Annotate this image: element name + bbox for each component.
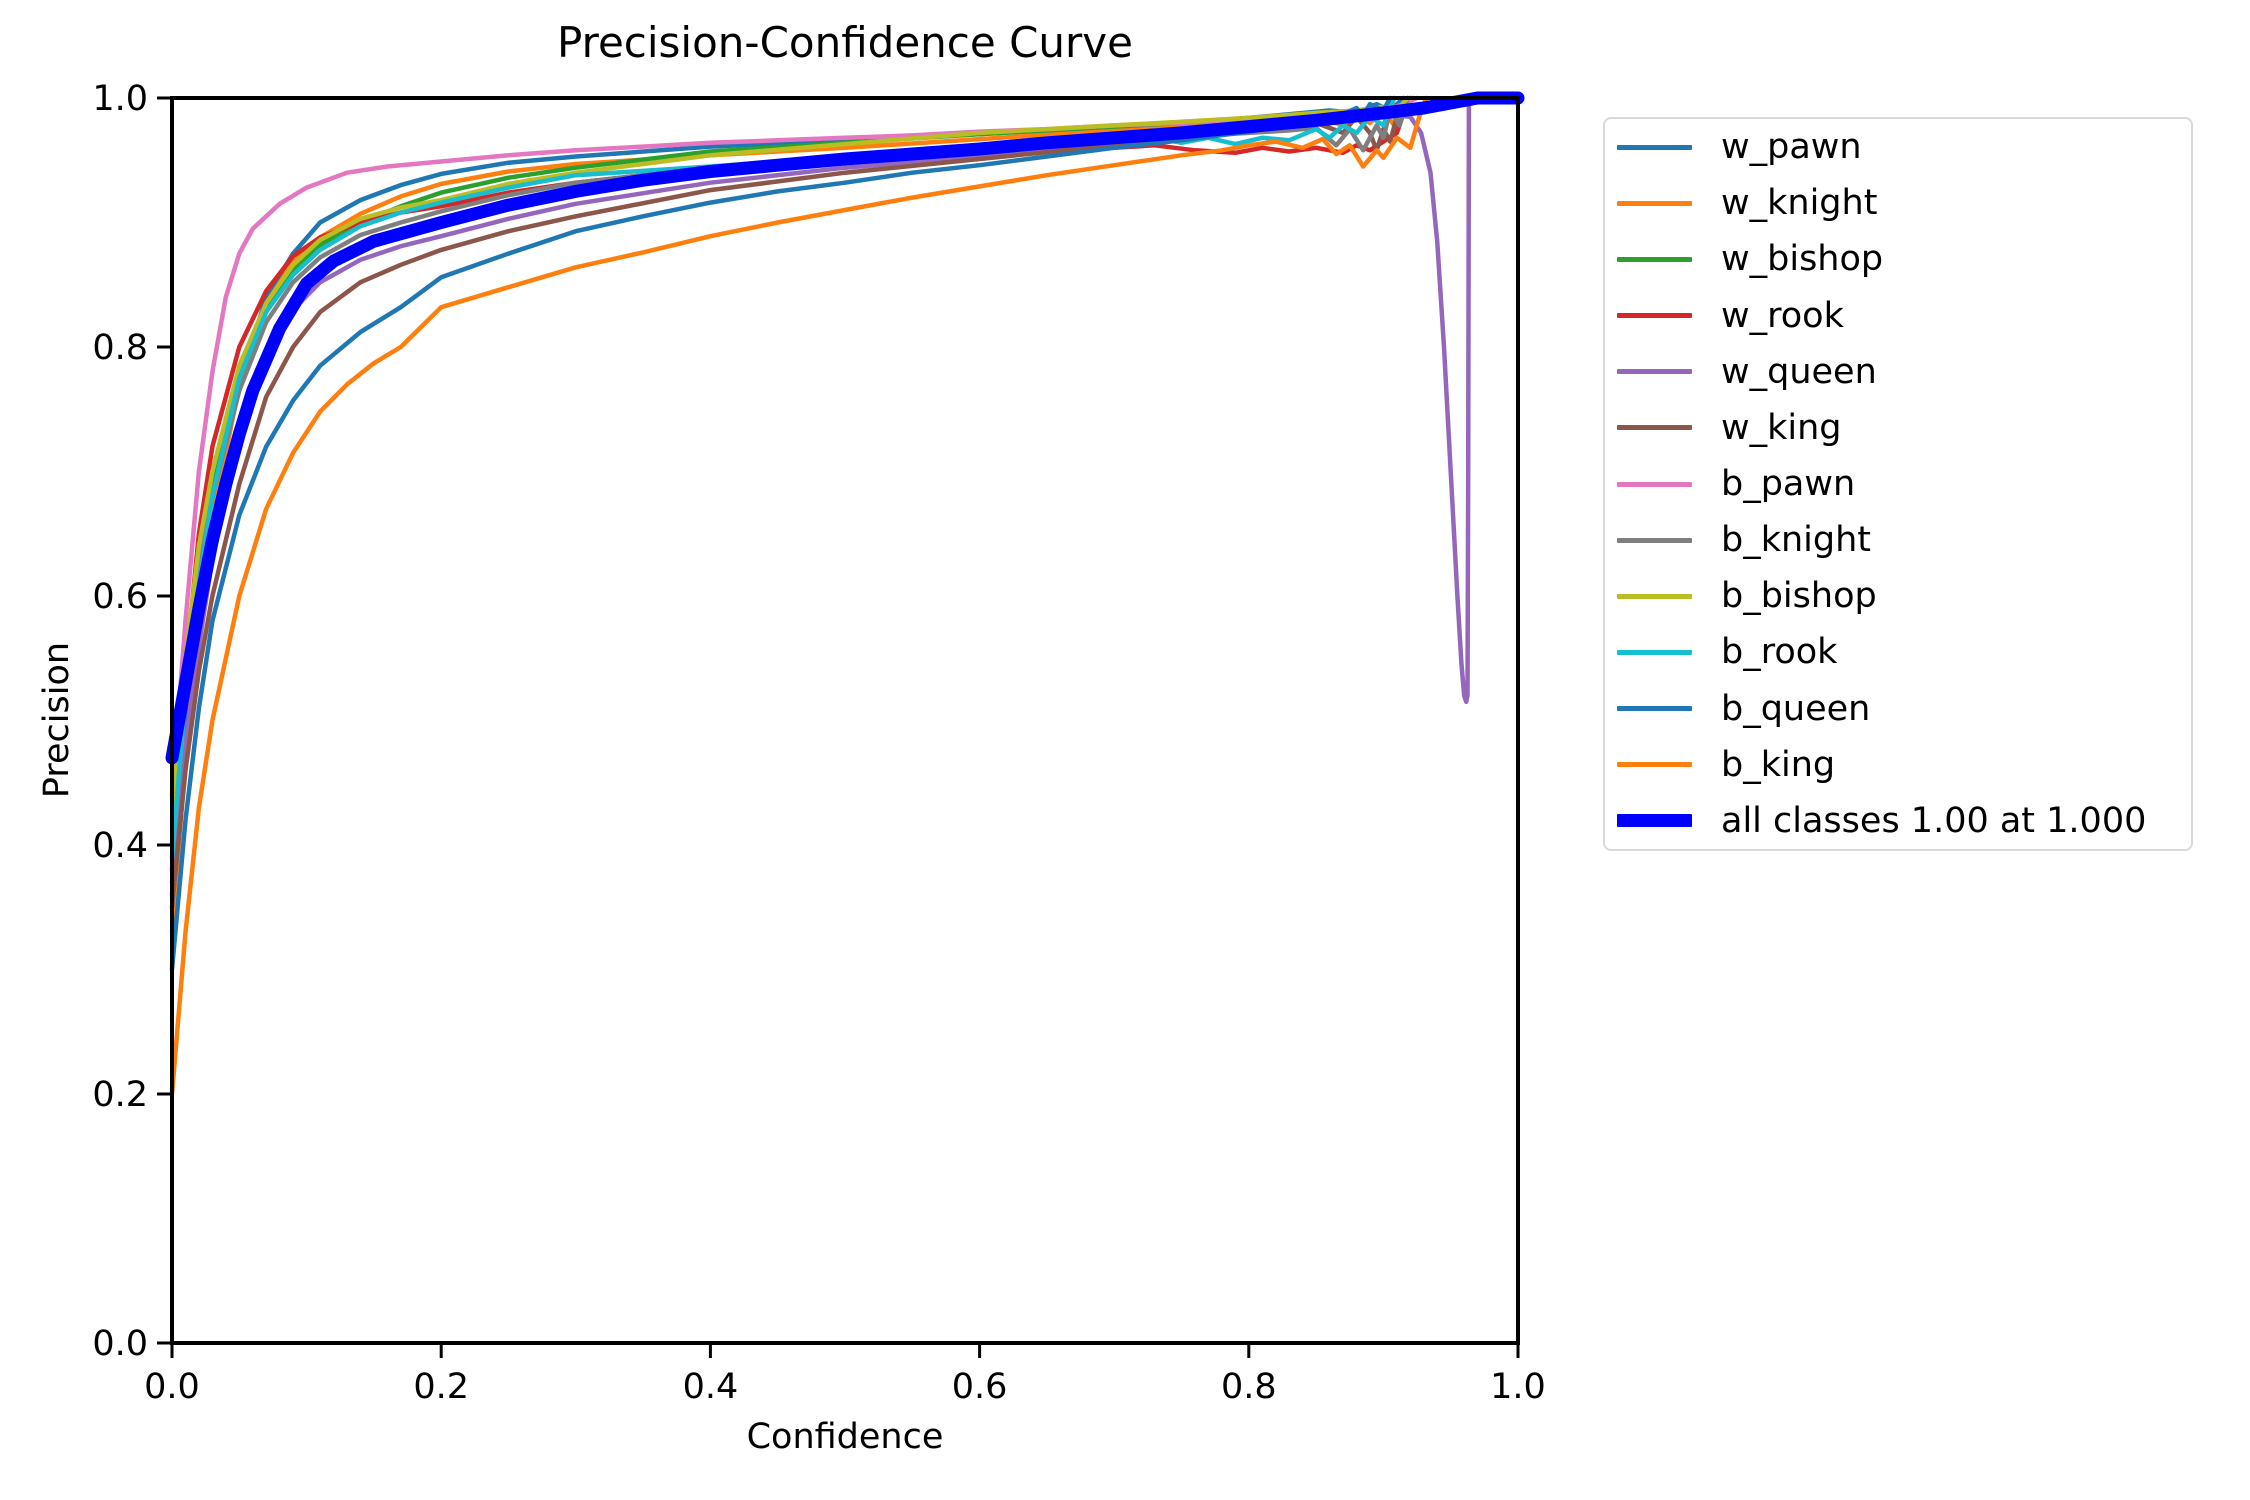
legend-swatch [1617,537,1692,543]
legend-swatch [1617,814,1692,828]
legend-label: b_pawn [1721,464,1856,505]
legend-label: b_king [1721,744,1836,785]
y-tick-label: 0.6 [92,577,148,617]
legend: w_pawn w_knight w_bishop w_rook w_queen w_kin… [1603,117,2193,851]
legend-item: w_bishop [1605,231,2191,287]
legend-label: w_king [1721,407,1842,448]
series-line-w-king [169,95,1410,910]
legend-swatch [1617,425,1692,431]
legend-label: all classes 1.00 at 1.000 [1721,800,2147,841]
legend-swatch [1617,200,1692,206]
legend-item: b_pawn [1605,456,2191,512]
x-tick-label: 1.0 [1490,1367,1546,1407]
x-tick-label: 0.2 [413,1367,469,1407]
series-line-b-king [169,95,1429,1097]
legend-label: w_bishop [1721,239,1884,280]
legend-swatch [1617,481,1692,487]
legend-label: w_queen [1721,351,1877,392]
legend-label: w_rook [1721,295,1844,336]
legend-swatch [1617,706,1692,712]
legend-item: w_knight [1605,175,2191,231]
legend-item: b_bishop [1605,568,2191,624]
y-tick-label: 0.2 [92,1075,148,1115]
x-tick-label: 0.4 [683,1367,739,1407]
legend-label: b_knight [1721,520,1872,561]
legend-item: w_queen [1605,344,2191,400]
legend-item: w_king [1605,400,2191,456]
legend-swatch [1617,593,1692,599]
chart-title: Precision-Confidence Curve [557,18,1133,67]
legend-swatch [1617,313,1692,319]
y-tick-label: 0.4 [92,826,148,866]
legend-item: all classes 1.00 at 1.000 [1605,793,2191,849]
legend-item: b_rook [1605,624,2191,680]
legend-swatch [1617,762,1692,768]
legend-label: b_queen [1721,688,1871,729]
legend-swatch [1617,369,1692,375]
series-line-w-bishop [169,95,1413,848]
legend-label: w_pawn [1721,127,1862,168]
y-tick-label: 0.0 [92,1324,148,1364]
legend-label: b_bishop [1721,576,1877,617]
x-tick-label: 0.8 [1221,1367,1277,1407]
x-tick-label: 0.6 [952,1367,1008,1407]
legend-item: w_pawn [1605,119,2191,175]
y-tick-label: 1.0 [92,79,148,119]
series-line-b-knight [169,95,1410,848]
legend-swatch [1617,144,1692,150]
legend-label: b_rook [1721,632,1838,673]
y-axis-label: Precision [36,641,77,799]
legend-item: w_rook [1605,287,2191,343]
x-tick-label: 0.0 [144,1367,200,1407]
legend-label: w_knight [1721,183,1878,224]
legend-item: b_king [1605,737,2191,793]
legend-item: b_queen [1605,681,2191,737]
legend-swatch [1617,649,1692,655]
x-axis-label: Confidence [746,1417,944,1457]
legend-swatch [1617,256,1692,262]
y-tick-label: 0.8 [92,328,148,368]
series-line-all-classes-1-00-at-1-000 [165,91,1525,765]
series-line-b-rook [169,95,1397,860]
series-line-b-bishop [169,95,1410,823]
axes-spines [170,96,1520,1345]
legend-item: b_knight [1605,512,2191,568]
